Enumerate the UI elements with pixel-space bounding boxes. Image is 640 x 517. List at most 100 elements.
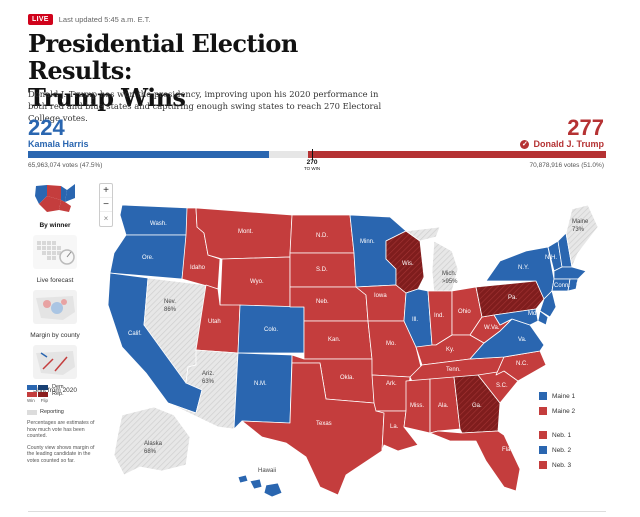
label-tenn: Tenn. [446, 367, 461, 373]
trump-name-row: ✓ Donald J. Trump [520, 139, 604, 149]
label-nev-pct: 86% [164, 307, 177, 313]
label-mass: Mass. [580, 263, 596, 269]
label-wis: Wis. [402, 261, 414, 267]
state-hawaii[interactable] [237, 474, 283, 498]
label-mont: Mont. [238, 229, 253, 235]
label-alaska-pct: 68% [144, 449, 157, 455]
legend-win-label: Win [27, 398, 35, 403]
label-alaska: Alaska [144, 441, 163, 447]
district-neb-3[interactable]: Neb. 3 [539, 461, 575, 469]
state-maryland[interactable] [493, 308, 539, 326]
district-label: Neb. 2 [552, 446, 572, 454]
label-del: Del. [552, 315, 563, 321]
view-label: By winner [39, 222, 71, 229]
label-ala: Ala. [438, 403, 449, 409]
label-ri: R.I. [576, 283, 586, 289]
state-florida[interactable] [429, 430, 521, 492]
view-label: Margin by county [30, 332, 80, 339]
label-la: La. [390, 424, 399, 430]
label-hawaii: Hawaii [258, 468, 276, 474]
state-rhode-island[interactable] [567, 278, 579, 292]
state-alaska[interactable] [113, 406, 191, 476]
harris-electoral-votes: 224 [28, 115, 65, 140]
dem-flip-swatch [38, 384, 48, 390]
label-wyo: Wyo. [250, 279, 264, 285]
state-new-jersey[interactable] [539, 290, 557, 318]
harris-name: Kamala Harris [28, 139, 89, 149]
district-swatch [539, 461, 547, 469]
label-calif: Calif. [128, 331, 142, 337]
label-iowa: Iowa [374, 293, 387, 299]
headline-line-1: Presidential Election Results: [28, 29, 298, 85]
label-ny: N.Y. [518, 265, 529, 271]
trump-name: Donald J. Trump [533, 139, 604, 149]
legend-rep-label: Rep. [52, 391, 64, 397]
state-maine[interactable] [565, 204, 599, 268]
live-forecast-thumbnail [33, 235, 77, 269]
zoom-out-button[interactable]: − [100, 198, 112, 212]
rep-win-swatch [27, 391, 37, 397]
label-colo: Colo. [264, 327, 278, 333]
view-label: Shift from 2020 [32, 387, 78, 394]
district-maine-2[interactable]: Maine 2 [539, 407, 575, 415]
district-neb-1[interactable]: Neb. 1 [539, 431, 575, 439]
label-minn: Minn. [360, 239, 375, 245]
legend-rep-row: Rep. [27, 391, 97, 397]
district-label: Maine 1 [552, 392, 576, 400]
label-nm: N.M. [254, 381, 267, 387]
label-ill: Ill. [412, 317, 418, 323]
state-delaware[interactable] [537, 310, 549, 326]
legend-reporting-row: Reporting [27, 409, 97, 415]
label-nd: N.D. [316, 233, 328, 239]
dem-win-swatch [27, 384, 37, 390]
view-shift-from-2020[interactable]: Shift from 2020 [22, 345, 88, 394]
label-nc: N.C. [516, 361, 528, 367]
label-idaho: Idaho [190, 265, 206, 271]
page-title: Presidential Election Results: Trump Win… [28, 30, 388, 111]
reporting-swatch [27, 409, 37, 415]
view-margin-by-county[interactable]: Margin by county [22, 290, 88, 339]
by-winner-thumbnail [33, 180, 77, 214]
state-mississippi[interactable] [403, 378, 431, 434]
label-ind: Ind. [434, 313, 444, 319]
label-wash: Wash. [150, 221, 167, 227]
district-swatch [539, 446, 547, 454]
label-ariz: Ariz. [202, 371, 214, 377]
us-election-map: Wash. Ore. Calif. Nev. 86% Idaho Mont. W… [107, 204, 599, 498]
label-va: Va. [518, 337, 527, 343]
view-by-winner[interactable]: By winner [22, 180, 88, 229]
trump-electoral-votes: 277 [567, 115, 604, 140]
legend-dem-row: Dem. [27, 384, 97, 390]
district-swatch [539, 431, 547, 439]
label-pa: Pa. [508, 295, 517, 301]
reset-zoom-button[interactable]: × [103, 214, 109, 223]
label-conn: Conn. [554, 283, 570, 289]
threshold-marker [312, 149, 313, 160]
district-neb-2[interactable]: Neb. 2 [539, 446, 575, 454]
state-texas[interactable] [241, 362, 385, 496]
label-ore: Ore. [142, 255, 154, 261]
label-mich: Mich. [442, 271, 457, 277]
label-kan: Kan. [328, 337, 341, 343]
legend-note-percent: Percentages are estimates of how much vo… [27, 420, 95, 439]
label-mo: Mo. [386, 341, 396, 347]
state-new-mexico[interactable] [233, 352, 293, 430]
state-alabama[interactable] [429, 376, 461, 434]
label-ohio: Ohio [458, 309, 471, 315]
state-oregon[interactable] [109, 234, 188, 280]
district-label: Neb. 3 [552, 461, 572, 469]
zoom-in-button[interactable]: + [100, 184, 112, 198]
district-swatch [539, 392, 547, 400]
view-live-forecast[interactable]: Live forecast [22, 235, 88, 284]
district-label: Neb. 1 [552, 431, 572, 439]
legend-reporting-label: Reporting [40, 409, 64, 415]
bottom-divider [28, 511, 606, 512]
state-washington[interactable] [119, 204, 191, 236]
district-maine-1[interactable]: Maine 1 [539, 392, 575, 400]
view-label: Live forecast [36, 277, 74, 284]
label-mich-pct: >95% [442, 279, 458, 285]
label-ariz-pct: 63% [202, 379, 215, 385]
map-legend: Dem. Rep. Win Flip Reporting Percentages… [27, 384, 97, 464]
map-view-switcher: By winner Live forecast Margin by county [22, 180, 88, 400]
label-nh: N.H. [545, 255, 557, 261]
